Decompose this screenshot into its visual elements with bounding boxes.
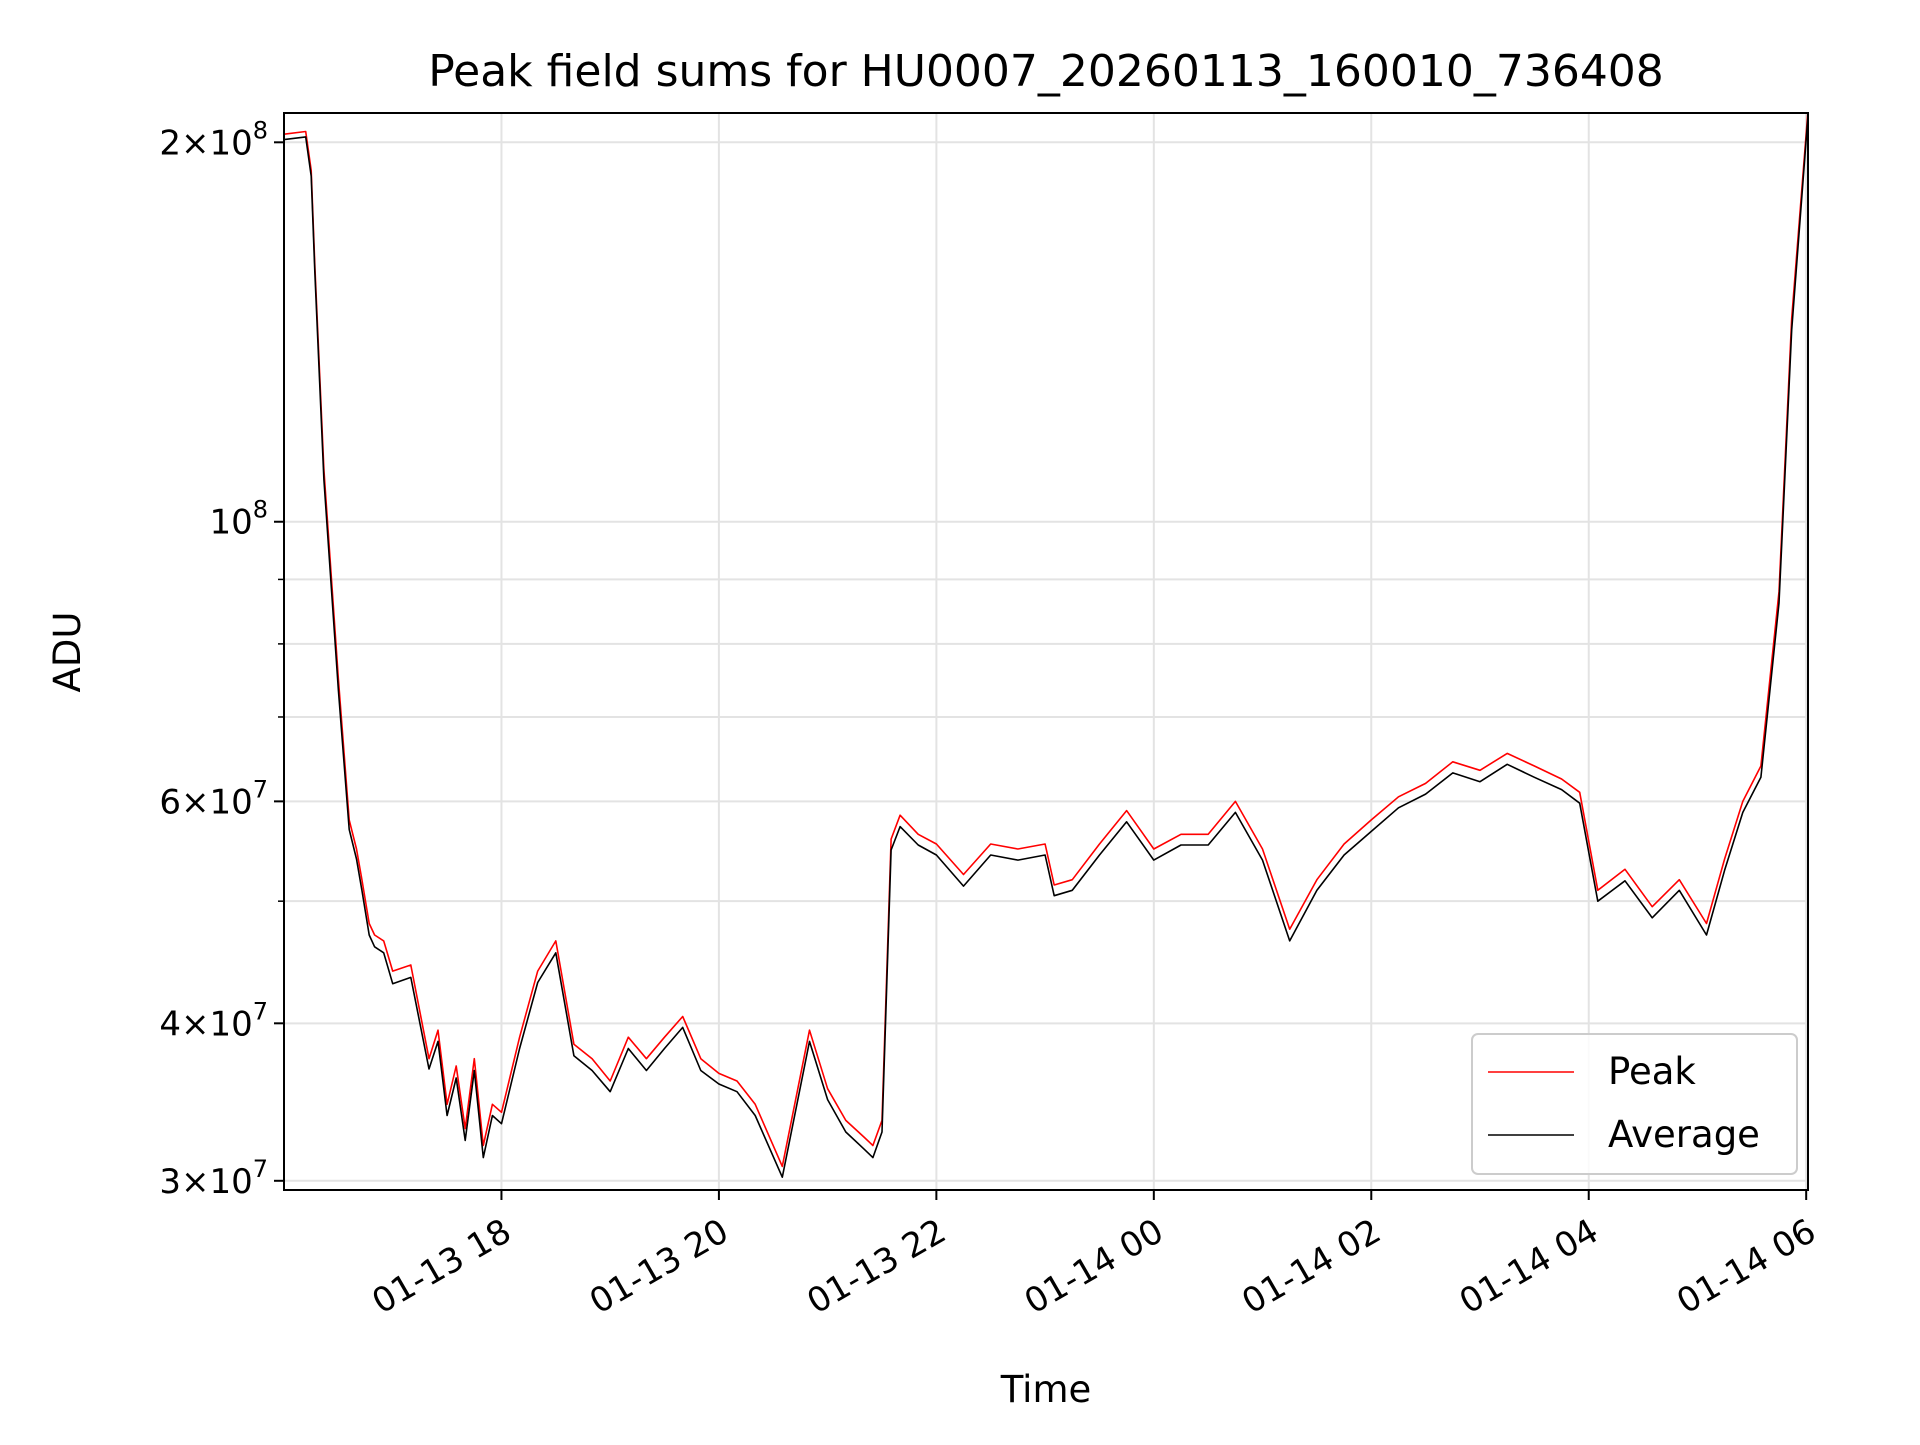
grid [284, 113, 1808, 1190]
y-tick-base: 10 [209, 503, 252, 543]
y-axis-label: ADU [46, 612, 89, 693]
plot-frame [283, 112, 1809, 1191]
y-tick-exponent: 7 [253, 775, 268, 803]
y-tick-exponent: 7 [253, 1155, 268, 1183]
y-tick-label: 6×107 [159, 775, 268, 822]
y-tick-label: 3×107 [159, 1155, 268, 1202]
y-tick-base: 6×10 [159, 782, 252, 822]
y-tick-base: 3×10 [159, 1162, 252, 1202]
y-tick-label: 4×107 [159, 997, 268, 1044]
x-axis-label: Time [1000, 1368, 1092, 1411]
y-tick-base: 2×10 [159, 123, 252, 163]
legend: Peak Average [1471, 1033, 1798, 1175]
y-tick-exponent: 8 [253, 116, 268, 144]
y-tick-label: 108 [209, 496, 268, 543]
series-line-peak [284, 113, 1808, 1168]
series-line-average [284, 115, 1808, 1178]
chart-title: Peak field sums for HU0007_20260113_1600… [428, 46, 1664, 97]
legend-label-average: Average [1608, 1113, 1760, 1156]
y-tick-exponent: 7 [253, 997, 268, 1025]
legend-label-peak: Peak [1608, 1050, 1696, 1093]
plot-lines [284, 113, 1808, 1178]
y-tick-base: 4×10 [159, 1004, 252, 1044]
legend-box [1471, 1033, 1798, 1175]
y-tick-label: 2×108 [159, 116, 268, 163]
y-tick-exponent: 8 [253, 496, 268, 524]
